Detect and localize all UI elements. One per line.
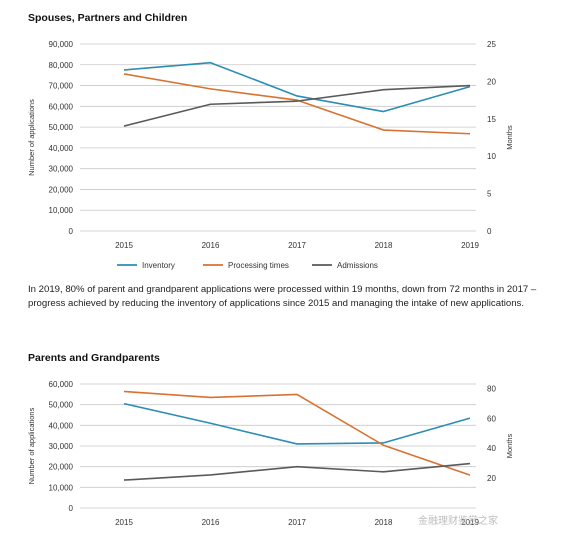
chart2-xtick-label: 2019: [461, 518, 479, 527]
chart1-xtick-label: 2016: [202, 241, 220, 250]
chart1-legend-label-inventory: Inventory: [142, 261, 175, 270]
chart1-legend-label-processing-times: Processing times: [228, 261, 289, 270]
chart2-xtick-label: 2015: [115, 518, 133, 527]
chart1-ylabel: Number of applications: [27, 99, 36, 176]
chart2-xtick-label: 2018: [375, 518, 393, 527]
chart2-y2tick-label: 80: [487, 384, 496, 393]
chart1-y2tick-label: 25: [487, 40, 496, 49]
chart2-series-inventory: [123, 402, 471, 445]
chart1-y2tick-label: 15: [487, 115, 496, 124]
chart2-y2tick-label: 40: [487, 444, 496, 453]
chart2-series-admissions: [123, 462, 471, 481]
chart1-ytick-label: 20,000: [49, 185, 74, 194]
chart2-ytick-label: 50,000: [49, 401, 74, 410]
chart1-ytick-label: 0: [69, 227, 74, 236]
chart1-series-admissions: [123, 84, 471, 127]
chart2-title: Parents and Grandparents: [28, 352, 160, 364]
chart1-ytick-label: 90,000: [49, 40, 74, 49]
chart2-ytick-label: 20,000: [49, 463, 74, 472]
chart1-xtick-label: 2017: [288, 241, 306, 250]
chart1-ytick-label: 10,000: [49, 206, 74, 215]
chart1-ytick-label: 60,000: [49, 102, 74, 111]
chart1-series-inventory: [123, 61, 471, 113]
chart2-y2tick-label: 60: [487, 414, 496, 423]
chart1-ytick-label: 70,000: [49, 82, 74, 91]
chart2-ytick-label: 30,000: [49, 442, 74, 451]
chart1-series-processing-times: [123, 73, 471, 135]
chart1-xtick-label: 2018: [375, 241, 393, 250]
chart1-y2tick-label: 5: [487, 190, 492, 199]
description-paragraph: In 2019, 80% of parent and grandparent a…: [28, 284, 537, 309]
chart1-y2label: Months: [505, 125, 514, 150]
chart1-y2tick-label: 0: [487, 227, 492, 236]
chart1-y2tick-label: 10: [487, 152, 496, 161]
chart1-ytick-label: 80,000: [49, 61, 74, 70]
chart1-ytick-label: 50,000: [49, 123, 74, 132]
chart2-xtick-label: 2016: [202, 518, 220, 527]
chart1-xtick-label: 2015: [115, 241, 133, 250]
chart1-legend-label-admissions: Admissions: [337, 261, 378, 270]
chart2-ytick-label: 10,000: [49, 483, 74, 492]
chart1-svg: 0 10,000 20,000 30,000 40,000 50,000 60,000 70,…: [27, 40, 514, 270]
chart1-title: Spouses, Partners and Children: [28, 12, 188, 24]
chart1-ytick-label: 40,000: [49, 144, 74, 153]
chart2-ylabel: Number of applications: [27, 407, 36, 484]
chart1-y2tick-label: 20: [487, 77, 496, 86]
watermark-text: 金融理财鉴赏之家: [418, 516, 498, 527]
chart2-ytick-label: 0: [69, 504, 74, 513]
chart2-y2tick-label: 20: [487, 474, 496, 483]
chart2-y2label: Months: [505, 433, 514, 458]
chart2-ytick-label: 40,000: [49, 421, 74, 430]
chart2-series-processing-times: [123, 390, 471, 476]
chart2-xtick-label: 2017: [288, 518, 306, 527]
chart2-ytick-label: 60,000: [49, 380, 74, 389]
chart1-xtick-label: 2019: [461, 241, 479, 250]
chart1-ytick-label: 30,000: [49, 165, 74, 174]
